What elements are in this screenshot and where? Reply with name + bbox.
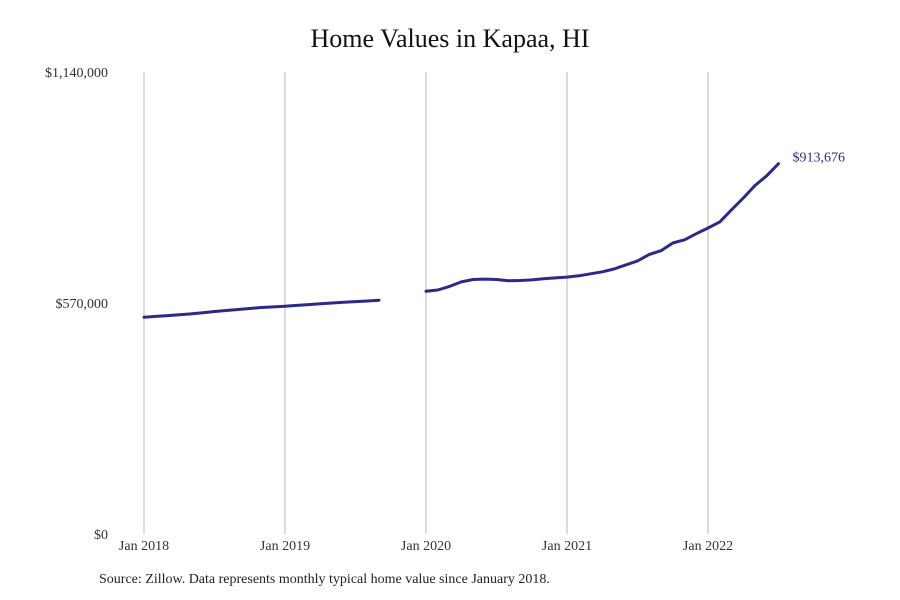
x-tick-label: Jan 2022: [683, 539, 733, 554]
series-line-segment-1: [424, 162, 780, 293]
end-value-label: $913,676: [793, 151, 846, 166]
y-tick-label: $1,140,000: [45, 66, 108, 81]
series-lines: [142, 162, 780, 319]
x-tick-label: Jan 2021: [542, 539, 592, 554]
y-tick-label: $0: [94, 528, 108, 543]
source-note: Source: Zillow. Data represents monthly …: [99, 572, 550, 587]
x-tick-label: Jan 2019: [260, 539, 310, 554]
y-tick-label: $570,000: [56, 297, 109, 312]
x-axis-ticks: Jan 2018 Jan 2019 Jan 2020 Jan 2021 Jan 2022: [119, 539, 733, 554]
x-tick-label: Jan 2020: [401, 539, 451, 554]
series-line-segment-0: [142, 298, 381, 319]
gridlines: [143, 72, 709, 534]
x-tick-label: Jan 2018: [119, 539, 169, 554]
y-axis-ticks: $1,140,000 $570,000 $0: [45, 66, 108, 543]
chart-title: Home Values in Kapaa, HI: [310, 24, 590, 53]
